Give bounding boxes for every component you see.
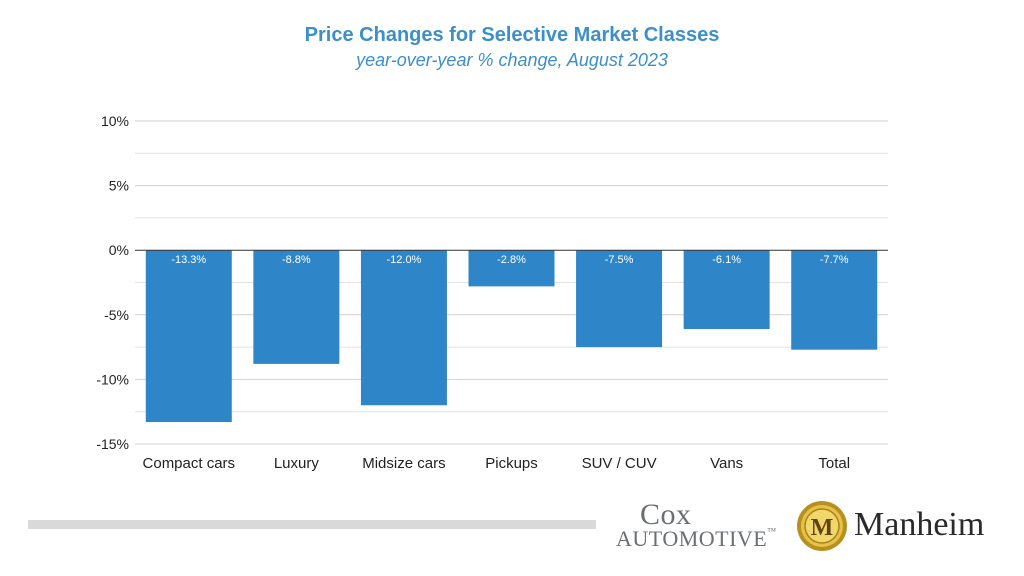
y-tick-label: 10% [101,113,129,129]
y-tick-label: 5% [109,178,129,194]
chart-subtitle: year-over-year % change, August 2023 [356,50,668,70]
chart-title: Price Changes for Selective Market Class… [304,24,720,46]
bar-data-label: -13.3% [171,254,206,266]
y-tick-label: -10% [96,371,129,387]
x-category-label: Vans [710,455,743,472]
bar [360,250,447,406]
manheim-logo-text: Manheim [854,506,985,543]
x-category-label: Pickups [485,455,538,472]
footer-divider-bar [28,520,596,529]
bar [576,250,663,348]
bar [145,250,232,423]
cox-automotive-logo: Cox AUTOMOTIVE™ [612,498,782,554]
bar [468,250,555,287]
bar-data-label: -6.1% [712,254,741,266]
bar-data-label: -2.8% [497,254,526,266]
bar-chart: 10% 5% 0% -5% -10% -15% Compact cars Luxury Mid… [96,113,888,472]
x-category-label: SUV / CUV [582,455,657,472]
bar [683,250,770,330]
manheim-medal-letter: M [811,515,834,541]
cox-logo-text: Cox [640,498,692,531]
y-tick-label: -15% [96,436,129,452]
x-category-label: Compact cars [143,455,236,472]
data-labels: -13.3% -8.8% -12.0% -2.8% -7.5% -6.1% -7.7% [171,254,848,266]
x-category-label: Total [818,455,850,472]
x-axis-labels: Compact cars Luxury Midsize cars Pickups SUV… [143,455,851,472]
bar [791,250,878,350]
manheim-logo: M Manheim [796,500,1006,556]
bar-data-label: -7.7% [820,254,849,266]
bar-data-label: -12.0% [386,254,421,266]
x-category-label: Luxury [274,455,320,472]
y-tick-label: 0% [109,242,129,258]
bar [253,250,340,364]
x-category-label: Midsize cars [362,455,445,472]
y-axis-labels: 10% 5% 0% -5% -10% -15% [96,113,129,452]
bar-data-label: -7.5% [605,254,634,266]
automotive-logo-text: AUTOMOTIVE™ [616,526,777,551]
manheim-medal-icon: M [797,501,847,551]
bars [145,250,878,423]
bar-data-label: -8.8% [282,254,311,266]
y-tick-label: -5% [104,307,129,323]
trademark-symbol: ™ [767,526,777,536]
